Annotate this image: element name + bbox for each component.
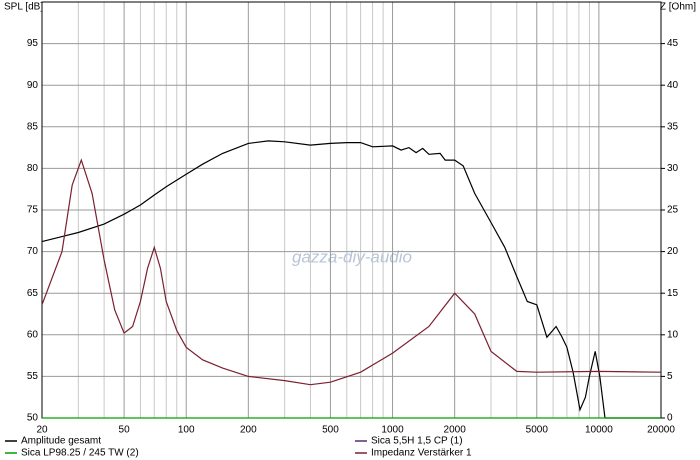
y-tick-label: 95 (27, 38, 39, 49)
y-tick-label: 75 (27, 205, 39, 216)
legend-label: Impedanz Verstärker 1 (371, 448, 472, 459)
x-tick-label: 20 (36, 425, 48, 436)
legend-label: Sica 5,5H 1,5 CP (1) (371, 436, 463, 447)
y-tick-label: 85 (27, 121, 39, 132)
legend-label: Sica LP98.25 / 245 TW (2) (21, 448, 139, 459)
x-tick-label: 100 (178, 425, 195, 436)
y-tick-label: 70 (27, 246, 39, 257)
y2-tick-label: 30 (667, 163, 679, 174)
y2-tick-label: 15 (667, 288, 679, 299)
y-tick-label: 55 (27, 371, 39, 382)
y-axis-label: SPL [dB] (4, 2, 43, 13)
y-tick-label: 80 (27, 163, 39, 174)
x-tick-label: 2000 (444, 425, 467, 436)
y2-axis-label: Z [Ohm] (660, 2, 696, 13)
y2-tick-label: 10 (667, 329, 679, 340)
legend-label: Amplitude gesamt (21, 436, 101, 447)
x-tick-label: 20000 (647, 425, 675, 436)
y-tick-label: 90 (27, 80, 39, 91)
series-line (41, 158, 662, 386)
x-tick-label: 10000 (585, 425, 613, 436)
y2-tick-label: 0 (667, 413, 673, 424)
y-tick-label: 50 (27, 413, 39, 424)
x-tick-label: 5000 (526, 425, 549, 436)
x-tick-label: 500 (322, 425, 339, 436)
x-tick-label: 1000 (381, 425, 404, 436)
y2-tick-label: 25 (667, 205, 679, 216)
y-tick-label: 65 (27, 288, 39, 299)
y-tick-label: 60 (27, 329, 39, 340)
y2-tick-label: 5 (667, 371, 673, 382)
y2-tick-label: 40 (667, 80, 679, 91)
series-line (41, 140, 661, 419)
watermark: gazza-diy-audio (292, 247, 412, 266)
y2-tick-label: 20 (667, 246, 679, 257)
y2-tick-label: 45 (667, 38, 679, 49)
y2-tick-label: 35 (667, 121, 679, 132)
x-tick-label: 200 (240, 425, 257, 436)
x-tick-label: 50 (119, 425, 131, 436)
